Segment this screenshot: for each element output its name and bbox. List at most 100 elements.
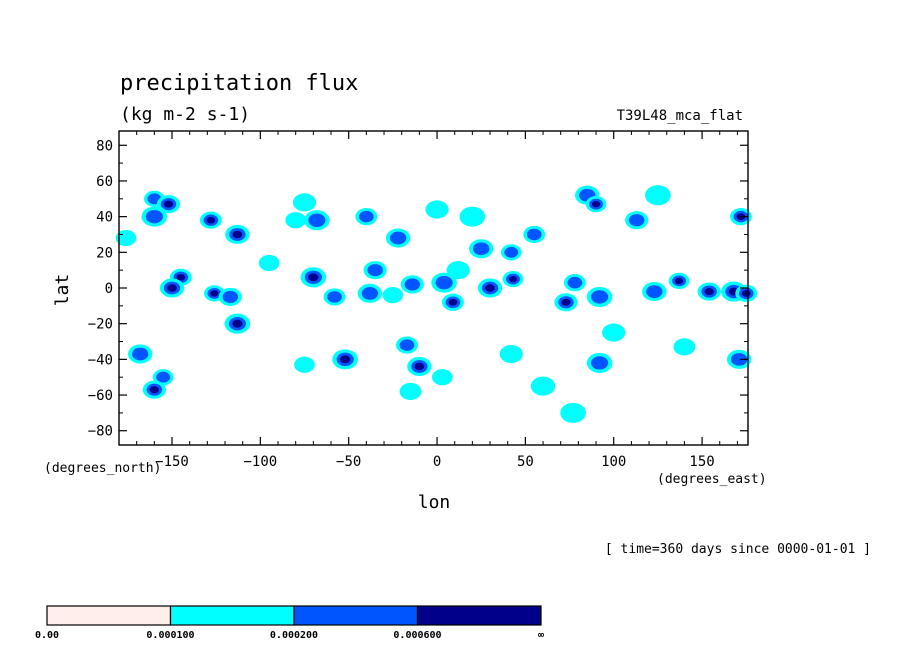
- y-tick-label: −60: [88, 388, 113, 404]
- precip-cell: [530, 376, 556, 396]
- precip-level-2: [628, 214, 645, 227]
- precip-cell: [726, 349, 752, 369]
- precip-level-2: [731, 352, 748, 366]
- colorbar: 0.00 0.000100 0.000200 0.000600 ∞: [35, 605, 544, 641]
- precip-level-2: [367, 264, 383, 277]
- precip-level-1: [382, 287, 404, 304]
- precip-cell: [459, 206, 486, 227]
- precip-cell: [156, 195, 181, 214]
- precip-level-3: [592, 200, 601, 208]
- precip-level-1: [399, 382, 422, 401]
- precip-cell: [224, 313, 251, 334]
- precip-cell: [332, 349, 358, 370]
- precip-cell: [218, 287, 242, 306]
- precip-cell: [399, 382, 422, 401]
- precip-cell: [585, 196, 607, 213]
- precip-cell: [563, 274, 586, 292]
- precip-level-3: [163, 200, 173, 208]
- precip-cell: [477, 278, 503, 298]
- precip-cell: [292, 193, 317, 212]
- precip-level-1: [431, 369, 453, 386]
- y-axis-ticks: 80 60 40 20 0 −20 −40 −60 −80: [88, 138, 748, 440]
- colorbar-label: 0.000100: [146, 630, 194, 641]
- colorbar-swatch: [169, 605, 295, 626]
- precip-level-2: [327, 291, 342, 303]
- precip-cell: [586, 352, 613, 373]
- precip-cell: [304, 210, 330, 231]
- precip-level-1: [285, 212, 307, 229]
- y-tick-label: 40: [96, 210, 113, 226]
- precip-cell: [400, 275, 424, 294]
- precip-level-2: [473, 242, 490, 256]
- precip-cell: [431, 272, 457, 293]
- precip-level-1: [602, 323, 626, 342]
- colorbar-label: 0.00: [35, 630, 59, 641]
- precip-cell: [300, 267, 327, 288]
- precip-level-2: [591, 356, 609, 370]
- precip-level-3: [741, 290, 751, 297]
- colorbar-label: 0.000200: [270, 630, 318, 641]
- y-tick-label: 20: [96, 245, 113, 261]
- precip-level-2: [504, 246, 519, 258]
- precip-cell: [363, 261, 387, 280]
- precip-level-2: [361, 286, 379, 300]
- precip-level-2: [145, 209, 163, 224]
- precip-cell: [499, 344, 523, 364]
- precipitation-contours: [115, 185, 758, 423]
- precip-cell: [697, 282, 721, 301]
- precip-cell: [523, 225, 546, 244]
- precip-cell: [673, 338, 696, 356]
- precip-cell: [323, 288, 346, 306]
- y-axis-label: lat: [52, 274, 73, 307]
- precip-level-2: [526, 228, 542, 241]
- precip-level-1: [294, 356, 315, 373]
- precip-level-2: [359, 210, 374, 223]
- x-tick-label: 150: [689, 454, 714, 470]
- precip-cell: [396, 336, 418, 354]
- precip-level-2: [390, 231, 407, 245]
- precip-level-3: [485, 284, 495, 292]
- precip-level-1: [292, 193, 317, 212]
- precip-cell: [141, 206, 168, 227]
- precip-level-2: [567, 276, 583, 289]
- precip-cell: [285, 212, 307, 229]
- precip-cell: [127, 344, 153, 364]
- precip-cell: [142, 380, 166, 399]
- precip-cell: [554, 293, 578, 312]
- x-axis-label: lon: [418, 492, 451, 513]
- precip-cell: [258, 254, 280, 272]
- precip-cell: [502, 270, 524, 288]
- precip-level-3: [176, 273, 186, 281]
- precip-level-3: [561, 298, 571, 306]
- x-tick-label: 50: [517, 454, 534, 470]
- precip-cell: [199, 211, 222, 229]
- y-tick-label: −80: [88, 424, 113, 440]
- colorbar-swatch: [416, 605, 542, 626]
- chart-title: precipitation flux: [120, 71, 358, 96]
- precip-cell: [407, 356, 432, 377]
- precip-level-3: [149, 386, 159, 394]
- colorbar-swatch: [293, 605, 419, 626]
- precip-cell: [625, 211, 649, 230]
- precip-level-3: [232, 230, 243, 239]
- precip-level-3: [675, 277, 684, 285]
- precip-level-3: [704, 288, 714, 296]
- precip-level-2: [399, 339, 415, 351]
- precip-level-3: [308, 273, 319, 282]
- precip-cell: [468, 239, 494, 259]
- precip-cell: [159, 278, 185, 298]
- y-tick-label: 0: [105, 281, 113, 297]
- precip-level-2: [156, 371, 171, 383]
- precip-level-3: [414, 362, 425, 371]
- plot-area: [115, 130, 758, 446]
- y-tick-label: −20: [88, 317, 113, 333]
- y-axis-unit: (degrees_north): [44, 461, 161, 476]
- precip-level-1: [645, 185, 671, 206]
- precip-cell: [735, 284, 758, 302]
- precip-level-3: [508, 275, 518, 283]
- precip-cell: [586, 286, 613, 307]
- precip-level-1: [446, 261, 470, 280]
- precip-level-3: [210, 290, 219, 297]
- precip-level-3: [206, 216, 216, 224]
